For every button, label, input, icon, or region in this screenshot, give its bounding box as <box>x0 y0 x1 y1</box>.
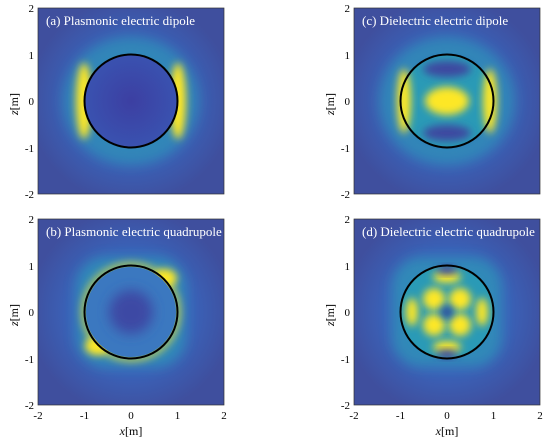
tick-label: 0 <box>444 410 450 422</box>
tick-label: -2 <box>349 410 358 422</box>
panel-d-center-node <box>441 306 453 318</box>
panel-c-yticks: 2 1 0 -1 -2 <box>341 3 351 201</box>
tick-label: 2 <box>537 410 543 422</box>
tick-label: -1 <box>341 143 350 155</box>
tick-label: 2 <box>221 410 227 422</box>
tick-label: -1 <box>80 410 89 422</box>
tick-label: 0 <box>29 307 35 319</box>
tick-label: 2 <box>345 3 351 15</box>
tick-label: 1 <box>491 410 497 422</box>
tick-label: 2 <box>29 3 35 15</box>
panel-a-ylabel: z[m] <box>7 93 21 116</box>
panel-a-boundary-circle <box>83 53 179 149</box>
tick-label: -2 <box>341 400 350 412</box>
panel-b-frame <box>37 218 225 406</box>
tick-label: 2 <box>345 214 351 226</box>
panel-d-xlabel: x[m] <box>435 424 459 438</box>
tick-label: -1 <box>25 354 34 366</box>
panel-d-yticks: 2 1 0 -1 -2 <box>341 214 351 412</box>
panel-b-ylabel: z[m] <box>7 304 21 327</box>
panel-b-boundary-circle <box>83 264 179 360</box>
panel-d-edge-lobe-left <box>406 298 418 326</box>
panel-b-xticks: -2 -1 0 1 2 <box>33 410 226 422</box>
panel-d-edge-lobe-top <box>433 271 461 283</box>
panel-c-right-lobe <box>483 69 497 133</box>
tick-label: 0 <box>128 410 134 422</box>
panel-c-title: (c) Dielectric electric dipole <box>362 13 508 28</box>
panel-a-yticks: 2 1 0 -1 -2 <box>25 3 35 201</box>
panel-d-lobe-tl <box>423 288 445 310</box>
panel-b <box>38 219 224 405</box>
panel-a-interior <box>85 55 177 147</box>
panel-d-lobe-tr <box>449 288 471 310</box>
panel-d-title: (d) Dielectric electric quadrupole <box>362 224 535 239</box>
tick-label: -1 <box>396 410 405 422</box>
tick-label: 1 <box>29 261 35 273</box>
panel-b-center <box>109 290 153 334</box>
tick-label: -2 <box>341 189 350 201</box>
tick-label: 1 <box>345 50 351 62</box>
panel-d-ylabel: z[m] <box>323 304 337 327</box>
tick-label: 1 <box>345 261 351 273</box>
tick-label: -2 <box>33 410 42 422</box>
panel-d-edge-lobe-bottom <box>433 341 461 353</box>
panel-c-ylabel: z[m] <box>323 93 337 116</box>
panel-b-xlabel: x[m] <box>119 424 143 438</box>
tick-label: 0 <box>29 96 35 108</box>
panel-b-title: (b) Plasmonic electric quadrupole <box>46 224 222 239</box>
panel-a-frame <box>37 7 225 195</box>
panel-d-top-node <box>437 266 457 274</box>
panel-d-lobe-br <box>449 314 471 336</box>
panel-c-central-lobe <box>425 87 469 115</box>
panel-d-edge-lobe-right <box>476 298 488 326</box>
tick-label: 0 <box>345 96 351 108</box>
panel-b-yticks: 2 1 0 -1 -2 <box>25 214 35 412</box>
tick-label: 1 <box>29 50 35 62</box>
panel-d-frame <box>353 218 541 406</box>
panel-c-boundary-circle <box>399 53 495 149</box>
panel-d <box>354 219 540 405</box>
panel-d-lobe-bl <box>423 314 445 336</box>
panel-c-top-node <box>423 61 471 77</box>
panel-c <box>354 8 540 194</box>
tick-label: -2 <box>25 400 34 412</box>
tick-label: -1 <box>341 354 350 366</box>
panel-d-xticks: -2 -1 0 1 2 <box>349 410 542 422</box>
tick-label: 2 <box>29 214 35 226</box>
panel-c-left-lobe <box>397 69 411 133</box>
tick-label: -1 <box>25 143 34 155</box>
panel-a-title: (a) Plasmonic electric dipole <box>46 13 195 28</box>
tick-label: 0 <box>345 307 351 319</box>
tick-label: -2 <box>25 189 34 201</box>
panel-a <box>38 8 224 194</box>
panel-d-boundary-circle <box>399 264 495 360</box>
panel-d-bottom-node <box>437 350 457 358</box>
panel-c-frame <box>353 7 541 195</box>
panel-c-bottom-node <box>423 125 471 141</box>
tick-label: 1 <box>175 410 181 422</box>
